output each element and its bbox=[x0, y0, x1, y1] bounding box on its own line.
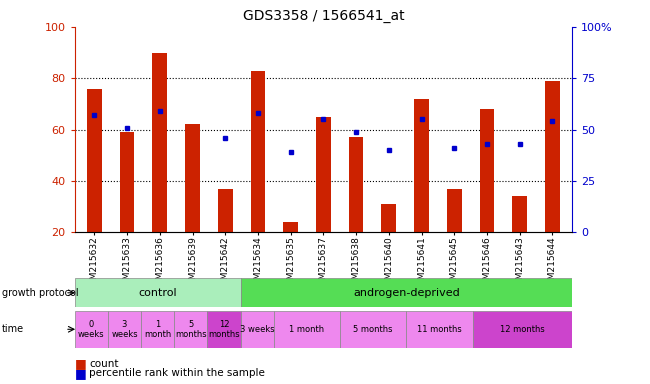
Text: 1 month: 1 month bbox=[289, 325, 324, 334]
Bar bbox=[120, 132, 135, 232]
Text: time: time bbox=[2, 324, 24, 334]
Bar bbox=[283, 222, 298, 232]
Bar bbox=[218, 189, 233, 232]
Bar bbox=[545, 81, 560, 232]
Text: growth protocol: growth protocol bbox=[2, 288, 79, 298]
Text: 12 months: 12 months bbox=[500, 325, 545, 334]
Text: control: control bbox=[138, 288, 177, 298]
Bar bbox=[382, 204, 396, 232]
Bar bbox=[87, 89, 102, 232]
Bar bbox=[75, 311, 108, 348]
Bar bbox=[240, 311, 274, 348]
Bar bbox=[512, 196, 527, 232]
Text: 0
weeks: 0 weeks bbox=[78, 319, 105, 339]
Title: GDS3358 / 1566541_at: GDS3358 / 1566541_at bbox=[242, 9, 404, 23]
Text: 1
month: 1 month bbox=[144, 319, 171, 339]
Bar bbox=[185, 124, 200, 232]
Text: 5
months: 5 months bbox=[175, 319, 207, 339]
Bar bbox=[316, 117, 331, 232]
Bar bbox=[340, 311, 406, 348]
Text: percentile rank within the sample: percentile rank within the sample bbox=[89, 368, 265, 378]
Bar bbox=[174, 311, 207, 348]
Text: count: count bbox=[89, 359, 118, 369]
Bar bbox=[447, 189, 461, 232]
Bar bbox=[108, 311, 141, 348]
Bar bbox=[414, 99, 429, 232]
Text: 11 months: 11 months bbox=[417, 325, 462, 334]
Bar bbox=[480, 109, 494, 232]
Bar bbox=[153, 53, 167, 232]
Bar bbox=[240, 278, 572, 307]
Text: 12
months: 12 months bbox=[208, 319, 240, 339]
Bar bbox=[406, 311, 473, 348]
Bar bbox=[75, 278, 240, 307]
Text: ■: ■ bbox=[75, 367, 86, 380]
Bar bbox=[141, 311, 174, 348]
Bar bbox=[349, 137, 363, 232]
Bar bbox=[473, 311, 572, 348]
Text: 5 months: 5 months bbox=[354, 325, 393, 334]
Text: 3 weeks: 3 weeks bbox=[240, 325, 274, 334]
Text: 3
weeks: 3 weeks bbox=[111, 319, 138, 339]
Bar bbox=[251, 71, 265, 232]
Bar bbox=[274, 311, 340, 348]
Text: ■: ■ bbox=[75, 357, 86, 370]
Text: androgen-deprived: androgen-deprived bbox=[353, 288, 460, 298]
Bar bbox=[207, 311, 240, 348]
